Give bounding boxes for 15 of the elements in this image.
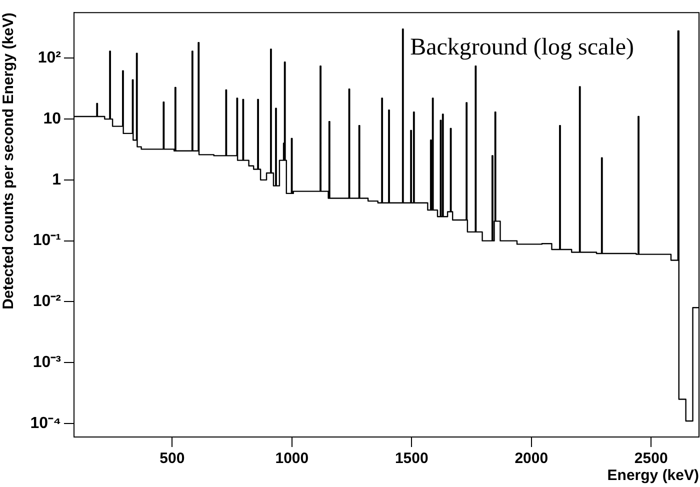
y-tick-label: 10 bbox=[43, 110, 62, 128]
y-axis-title: Detected counts per second Energy (keV) bbox=[0, 12, 18, 310]
x-tick-label: 2500 bbox=[634, 450, 668, 468]
y-tick-label: 1 bbox=[52, 171, 62, 188]
x-tick-label: 500 bbox=[160, 450, 185, 468]
x-tick-label: 1000 bbox=[275, 450, 309, 468]
x-tick-label: 1500 bbox=[394, 450, 428, 468]
y-tick-label: 10⁻³ bbox=[32, 354, 61, 372]
y-tick-label: 10⁻¹ bbox=[32, 232, 61, 250]
y-tick-label: 10⁻² bbox=[32, 293, 61, 310]
y-tick-label: 10² bbox=[38, 50, 61, 67]
x-tick-label: 2000 bbox=[514, 450, 548, 468]
x-axis-title: Energy (keV) bbox=[607, 467, 699, 484]
annotation: Background (log scale) bbox=[410, 34, 634, 61]
y-tick-label: 10⁻⁴ bbox=[30, 414, 62, 432]
